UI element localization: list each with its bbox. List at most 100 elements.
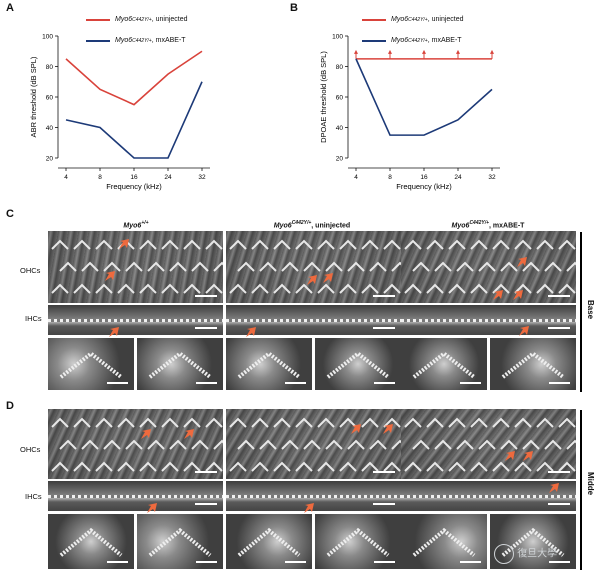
hair-bundle (139, 417, 157, 428)
hair-bundle (205, 417, 223, 428)
scale-bar (373, 382, 395, 384)
hair-bundle (229, 239, 247, 250)
arrow-marker-icon (307, 275, 317, 285)
hair-bundle (295, 417, 313, 428)
y-tick-label: 80 (336, 64, 344, 71)
arrow-marker-icon (184, 429, 194, 439)
stereocilia-row (501, 527, 565, 557)
hair-bundle (281, 261, 299, 272)
hair-bundle (183, 239, 201, 250)
stereocilia-row (148, 351, 212, 379)
hair-bundle (391, 261, 401, 272)
scale-bar (195, 561, 217, 563)
stereocilia-zoom (326, 351, 390, 379)
arrow-marker-icon (246, 327, 256, 337)
x-tick-label: 4 (354, 174, 358, 181)
sem-zoom-ihc-middle-2 (315, 514, 401, 569)
arrow-marker-icon (549, 483, 559, 493)
hair-bundle (273, 417, 291, 428)
ihc-bundle-row (401, 318, 576, 322)
hair-bundle (295, 283, 313, 294)
hair-bundle (522, 261, 540, 272)
hair-bundle (514, 283, 532, 294)
hair-bundle (404, 417, 422, 428)
col-header-uninjected: Myo6C442Y/+, uninjected (273, 220, 351, 230)
y-tick-label: 80 (46, 64, 54, 71)
y-tick-label: 100 (332, 33, 343, 40)
hair-bundle (117, 461, 135, 472)
y-tick-label: 40 (46, 125, 54, 132)
hair-bundle (281, 439, 299, 450)
hair-bundle (139, 461, 157, 472)
hair-bundle (339, 461, 357, 472)
hair-bundle (51, 461, 69, 472)
hair-bundle (361, 283, 379, 294)
hair-bundle (161, 417, 179, 428)
ihc-bundle-row (226, 318, 401, 322)
scale-bar (106, 561, 128, 563)
hair-bundle (347, 261, 365, 272)
x-axis-title: Frequency (kHz) (106, 182, 162, 191)
hair-bundle (426, 239, 444, 250)
scale-bar (548, 295, 570, 297)
hair-bundle (317, 461, 335, 472)
panel-letter-c: C (6, 208, 14, 220)
hair-bundle (273, 461, 291, 472)
panel-letter-b: B (290, 2, 298, 14)
sem-zoom-ihc-middle-1 (137, 514, 223, 569)
sem-zoom-ihc-base-1 (137, 338, 223, 390)
scale-bar (373, 561, 395, 563)
legend-allele: C442Y/+ (408, 16, 428, 23)
legend-gene: Myo6 (391, 37, 409, 44)
hair-bundle (470, 239, 488, 250)
hair-bundle (470, 417, 488, 428)
stereocilia-row (59, 527, 123, 557)
stereocilia-row (412, 351, 476, 379)
hair-bundle (412, 261, 430, 272)
x-tick-label: 8 (98, 174, 102, 181)
hair-bundle (147, 439, 165, 450)
row-label-ohcs-d: OHCs (20, 445, 41, 454)
side-bar-middle (580, 410, 582, 570)
x-tick-label: 16 (130, 174, 138, 181)
hair-bundle (404, 461, 422, 472)
legend-item-uninjected: Myo6 C442Y/+, uninjected (362, 13, 464, 26)
hair-bundle (213, 261, 223, 272)
scale-bar (195, 503, 217, 505)
stereocilia-row (237, 527, 301, 557)
stereocilia-zoom (501, 351, 565, 379)
scale-bar (284, 561, 306, 563)
hair-bundle (161, 461, 179, 472)
stereocilia-zoom (412, 351, 476, 379)
series-line-mxabe (65, 81, 203, 159)
stereocilia-zoom (59, 527, 123, 557)
hair-bundle (169, 261, 187, 272)
hair-bundle (325, 439, 343, 450)
panel-letter-d: D (6, 400, 14, 412)
chart-a: 20 40 60 80 100 4 8 16 24 32 Frequency (kHz) ABR th… (29, 33, 210, 191)
hair-bundle (273, 283, 291, 294)
hair-bundle (383, 239, 401, 250)
hair-bundle (117, 417, 135, 428)
sem-ohc-base-1 (48, 231, 223, 303)
side-label-middle: Midde (586, 472, 595, 496)
hair-bundle (566, 439, 576, 450)
legend-allele: C442Y/+ (408, 37, 428, 44)
ihc-bundle-row (48, 318, 223, 322)
hair-bundle (361, 461, 379, 472)
arrow-marker-icon (519, 326, 529, 336)
y-tick-label: 20 (336, 155, 344, 162)
hair-bundle (51, 239, 69, 250)
hair-bundle (492, 417, 510, 428)
hair-bundle (205, 461, 223, 472)
hair-bundle (536, 283, 554, 294)
hair-bundle (500, 439, 518, 450)
hair-bundle (191, 261, 209, 272)
hair-bundle (51, 417, 69, 428)
legend-gene: Myo6 (115, 37, 133, 44)
hair-bundle (492, 461, 510, 472)
sem-ohc-middle-1 (48, 409, 223, 479)
scale-bar (284, 382, 306, 384)
hair-bundle (183, 283, 201, 294)
hair-bundle-pattern (51, 417, 223, 472)
